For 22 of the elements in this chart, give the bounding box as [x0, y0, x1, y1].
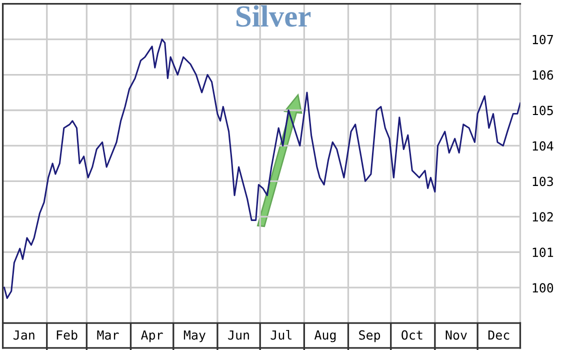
- y-tick-label: 102: [532, 212, 553, 222]
- x-tick-label: Jan: [14, 330, 34, 340]
- y-tick-label: 104: [532, 141, 554, 151]
- line-series: [3, 38, 520, 299]
- x-tick-label: Jun: [228, 330, 249, 340]
- chart-title: Silver: [236, 5, 311, 27]
- x-tick-label: Oct: [402, 330, 422, 340]
- y-tick-label: 106: [532, 70, 554, 80]
- y-tick-label: 101: [532, 248, 554, 258]
- y-tick-label: 107: [532, 34, 553, 44]
- x-tick-label: Sep: [359, 330, 380, 342]
- y-tick-label: 103: [532, 176, 553, 186]
- x-tick-label: Apr: [141, 330, 163, 342]
- x-tick-label: Dec: [488, 330, 510, 340]
- x-tick-label: Jul: [270, 330, 292, 340]
- x-tick-label: Feb: [56, 330, 78, 340]
- y-tick-label: 105: [532, 106, 553, 116]
- x-tick-label: Mar: [97, 330, 119, 340]
- x-tick-label: Aug: [314, 330, 336, 342]
- x-tick-label: May: [184, 330, 206, 342]
- x-tick-label: Nov: [446, 330, 467, 340]
- y-tick-label: 100: [532, 283, 554, 293]
